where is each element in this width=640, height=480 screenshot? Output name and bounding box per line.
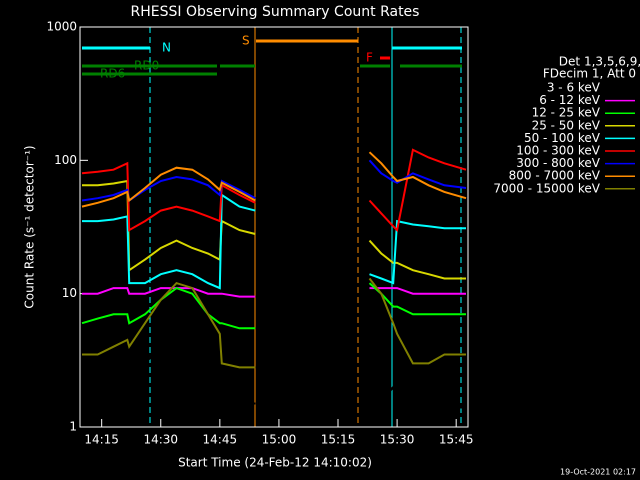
annotation: N: [162, 41, 171, 55]
annotation-marks: [79, 27, 462, 427]
series-line: [82, 277, 466, 369]
legend-label: 300 - 800 keV: [516, 156, 600, 170]
y-tick-label: 1000: [46, 20, 77, 34]
legend-header: Det 1,3,5,6,9,: [559, 55, 640, 69]
x-tick-label: 15:15: [321, 433, 356, 447]
legend-label: 3 - 6 keV: [547, 81, 601, 95]
legend-label: 7000 - 15000 keV: [493, 181, 600, 195]
series-line: [81, 151, 467, 208]
legend-label: 50 - 100 keV: [524, 131, 601, 145]
series-line: [81, 332, 466, 409]
x-tick-label: 14:15: [84, 433, 119, 447]
chart-title: RHESSI Observing Summary Count Rates: [131, 4, 420, 20]
y-tick-label: 1: [69, 420, 77, 434]
x-tick-label: 15:45: [439, 433, 474, 447]
y-tick-label: 10: [62, 286, 77, 300]
annotation: F: [366, 51, 373, 65]
x-tick-label: 15:00: [262, 433, 297, 447]
footer: 19-Oct-2021 02:17: [560, 468, 636, 477]
x-axis-label: Start Time (24-Feb-12 14:10:02): [178, 456, 372, 470]
x-tick-label: 14:30: [143, 433, 178, 447]
y-axis-label: Count Rate (s⁻¹ detector⁻¹): [23, 145, 37, 308]
annotation: RD0: [134, 59, 159, 73]
annotation: S: [242, 34, 250, 48]
annotation: RD6: [100, 67, 125, 81]
legend-label: 100 - 300 keV: [516, 144, 600, 158]
series-line: [82, 193, 466, 290]
legend-label: 12 - 25 keV: [532, 106, 601, 120]
plot-frame: [79, 26, 469, 428]
x-tick-label: 15:30: [380, 433, 415, 447]
x-tick-label: 14:45: [203, 433, 238, 447]
series-line: [82, 287, 466, 298]
legend-label: 800 - 7000 keV: [509, 169, 601, 183]
y-tick-label: 100: [54, 153, 77, 167]
series-line: [81, 282, 466, 330]
series-line: [81, 148, 467, 233]
legend-label: 6 - 12 keV: [539, 93, 601, 107]
legend-header: FDecim 1, Att 0: [543, 67, 636, 81]
legend-label: 25 - 50 keV: [532, 118, 601, 132]
